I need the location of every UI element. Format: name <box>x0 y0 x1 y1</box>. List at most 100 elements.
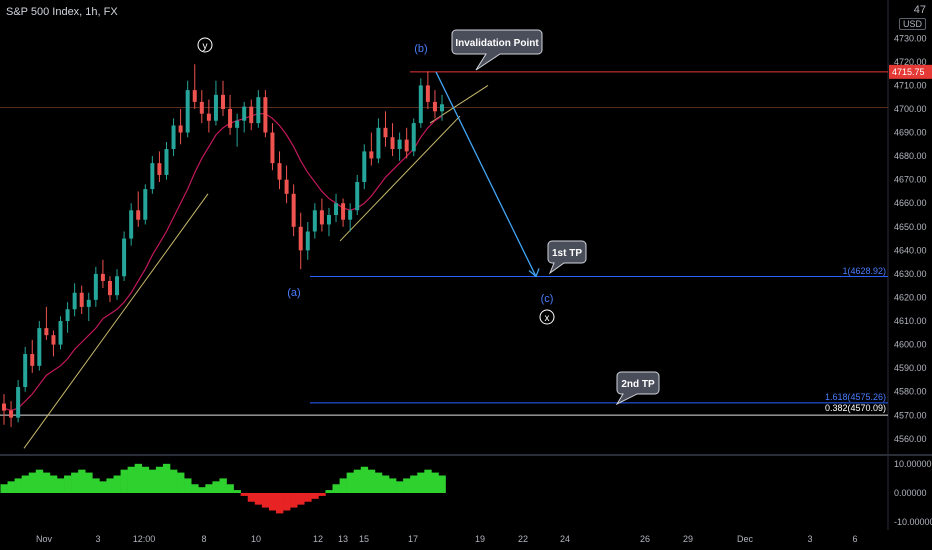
candle-body <box>277 163 282 180</box>
osc-bar <box>0 484 8 493</box>
osc-bar <box>360 466 369 493</box>
osc-bar <box>389 478 397 493</box>
callout-1st-tp[interactable]: 1st TP <box>547 240 587 275</box>
trendline-lower <box>339 115 461 242</box>
candle-body <box>192 90 197 102</box>
candle-body <box>383 127 388 138</box>
osc-bar <box>318 493 326 496</box>
candles <box>2 64 444 428</box>
candle-body <box>376 127 381 159</box>
osc-bar <box>78 469 86 493</box>
osc-bar <box>21 475 30 493</box>
callout-invalidation-point[interactable]: Invalidation Point <box>451 29 543 71</box>
osc-tick-label: -10.00000 <box>894 517 932 527</box>
candle-body <box>341 203 346 220</box>
trendlines <box>23 84 489 449</box>
osc-bar <box>353 469 362 493</box>
price-tick-label: 4670.00 <box>894 175 927 185</box>
wave-label-b: (b) <box>414 43 427 55</box>
candle-body <box>129 210 134 239</box>
axis-corner: 47 USD <box>898 4 926 30</box>
candle-body <box>355 182 360 211</box>
candle-body <box>16 387 21 418</box>
osc-bar <box>113 475 121 493</box>
osc-bar <box>374 472 383 493</box>
candle-body <box>432 101 437 112</box>
currency-badge[interactable]: USD <box>898 18 926 30</box>
osc-bar <box>325 490 333 493</box>
price-tick-label: 4620.00 <box>894 292 927 302</box>
osc-bar <box>106 478 114 493</box>
corner-number: 47 <box>913 4 926 16</box>
time-tick-label: 22 <box>518 534 528 544</box>
time-tick-label: 26 <box>640 534 650 544</box>
price-tick-label: 4700.00 <box>894 104 927 114</box>
candle-body <box>228 108 233 128</box>
candle-body <box>305 231 310 251</box>
candle-body <box>242 106 247 121</box>
price-tick-label: 4690.00 <box>894 128 927 138</box>
time-tick-label: 8 <box>201 534 206 544</box>
fib-0382-label: 0.382(4570.09) <box>825 403 886 413</box>
time-tick-label: Nov <box>36 534 53 544</box>
time-tick-label: 12:00 <box>133 534 156 544</box>
osc-bar <box>247 493 256 502</box>
osc-bar <box>170 469 178 493</box>
time-tick-label: 15 <box>359 534 369 544</box>
price-tick-label: 4600.00 <box>894 340 927 350</box>
price-tick-label: 4560.00 <box>894 434 927 444</box>
candle-body <box>369 151 374 159</box>
callout-invalidation-text: Invalidation Point <box>455 38 539 49</box>
candle-body <box>213 94 218 121</box>
projection-arrow <box>435 71 537 277</box>
price-tick-label: 4720.00 <box>894 57 927 67</box>
osc-bar <box>332 484 340 493</box>
candle-body <box>263 97 268 133</box>
osc-bar <box>162 463 171 493</box>
candle-body <box>404 139 409 152</box>
symbol-title[interactable]: S&P 500 Index, 1h, FX <box>6 6 118 18</box>
osc-bar <box>339 478 347 493</box>
time-tick-label: 3 <box>807 534 812 544</box>
candle-body <box>334 203 339 216</box>
osc-bar <box>134 463 143 493</box>
time-tick-label: 17 <box>408 534 418 544</box>
candle-body <box>93 273 98 300</box>
osc-bar <box>226 484 234 493</box>
osc-bar <box>191 484 199 493</box>
candle-body <box>30 354 35 366</box>
price-tick-label: 4640.00 <box>894 245 927 255</box>
candle-body <box>79 292 84 307</box>
wave-label-a: (a) <box>287 287 300 299</box>
fib-1-label: 1(4628.92) <box>842 266 886 276</box>
current-price-tag <box>889 64 932 79</box>
candle-body <box>37 328 42 366</box>
candle-body <box>72 292 77 310</box>
candle-body <box>143 189 148 220</box>
time-axis[interactable]: Nov 3 12:00 8 10 12 13 15 17 19 22 24 26 29 Dec 3 6 <box>36 534 858 544</box>
osc-bar <box>311 493 319 499</box>
callout-2nd-tp[interactable]: 2nd TP <box>615 371 660 406</box>
candle-body <box>312 210 317 232</box>
osc-bar <box>254 493 263 505</box>
osc-bar <box>42 472 51 493</box>
trendline-upper <box>429 84 489 124</box>
price-axis[interactable]: 4730.00 4720.00 4710.00 4700.00 4690.00 4680.… <box>889 33 932 444</box>
candle-body <box>235 120 240 128</box>
osc-bar <box>127 466 135 493</box>
osc-bar <box>346 472 354 493</box>
osc-bar <box>85 472 93 493</box>
price-tick-label: 4730.00 <box>894 33 927 43</box>
candle-body <box>65 309 70 322</box>
trendline-left <box>23 193 209 449</box>
candle-body <box>107 280 112 296</box>
price-tick-label: 4660.00 <box>894 198 927 208</box>
current-price-label: 4715.75 <box>892 67 925 77</box>
time-tick-label: 10 <box>251 534 261 544</box>
time-tick-label: 19 <box>475 534 485 544</box>
candle-body <box>291 193 296 227</box>
price-tick-label: 4650.00 <box>894 222 927 232</box>
osc-bar <box>35 469 44 493</box>
candle-body <box>206 113 211 121</box>
